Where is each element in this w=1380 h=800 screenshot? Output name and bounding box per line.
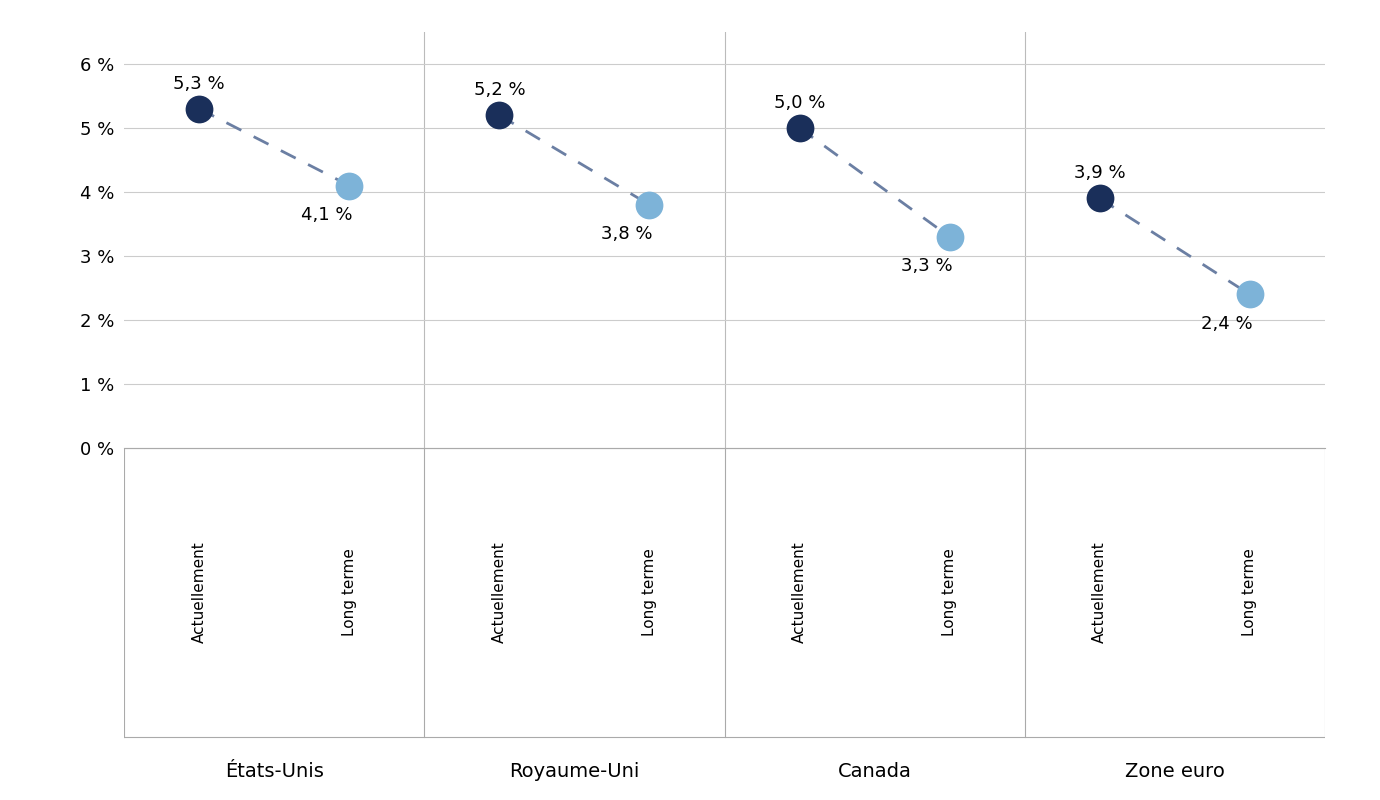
Text: 5,0 %: 5,0 % bbox=[774, 94, 825, 112]
Text: Actuellement: Actuellement bbox=[1092, 542, 1107, 643]
Text: Zone euro: Zone euro bbox=[1125, 762, 1224, 782]
Text: Actuellement: Actuellement bbox=[192, 542, 207, 643]
Text: 3,3 %: 3,3 % bbox=[901, 258, 954, 275]
Text: 4,1 %: 4,1 % bbox=[301, 206, 352, 224]
Text: Royaume-Uni: Royaume-Uni bbox=[509, 762, 639, 782]
Text: Long terme: Long terme bbox=[1242, 548, 1257, 636]
Text: 2,4 %: 2,4 % bbox=[1202, 315, 1253, 333]
Text: 5,2 %: 5,2 % bbox=[473, 82, 526, 99]
Text: Long terme: Long terme bbox=[342, 548, 357, 636]
Text: 5,3 %: 5,3 % bbox=[174, 74, 225, 93]
Text: 3,8 %: 3,8 % bbox=[602, 226, 653, 243]
Text: Canada: Canada bbox=[838, 762, 912, 782]
Text: Long terme: Long terme bbox=[943, 548, 958, 636]
Text: 3,9 %: 3,9 % bbox=[1074, 164, 1126, 182]
Text: Long terme: Long terme bbox=[642, 548, 657, 636]
Text: États-Unis: États-Unis bbox=[225, 762, 324, 782]
Text: Actuellement: Actuellement bbox=[491, 542, 506, 643]
Text: Actuellement: Actuellement bbox=[792, 542, 807, 643]
